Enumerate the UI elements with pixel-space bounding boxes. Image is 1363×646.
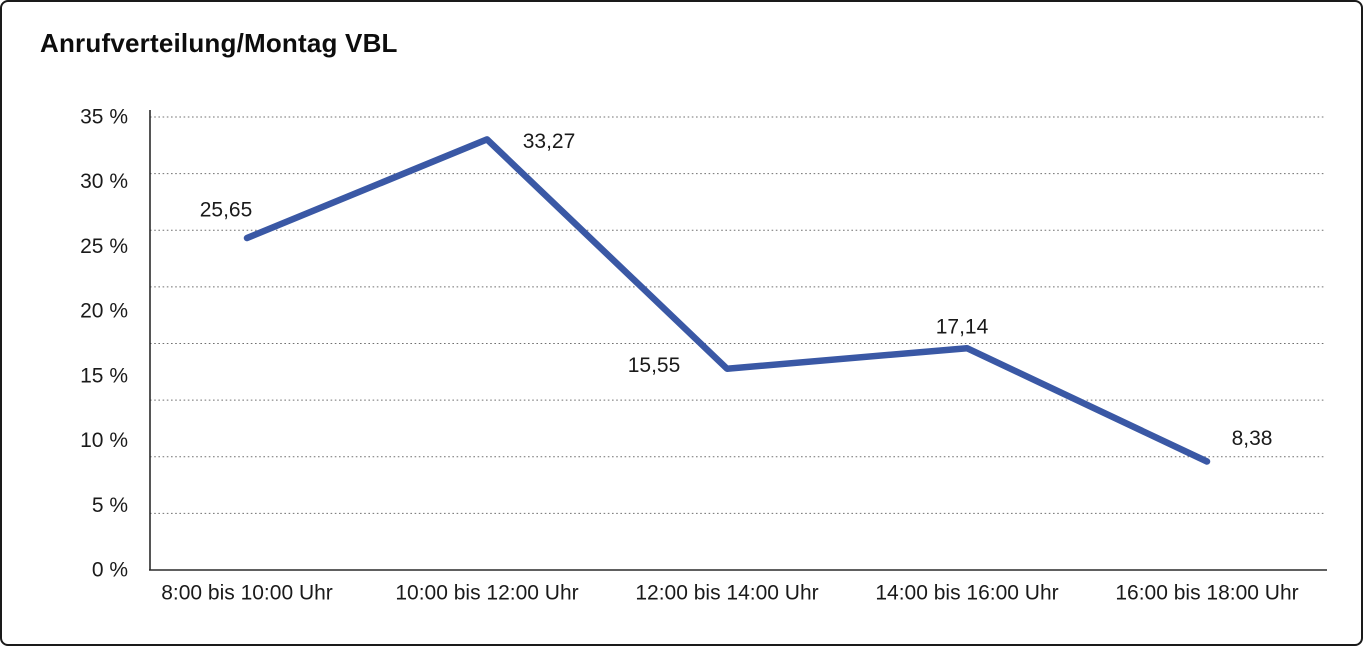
y-tick-label: 20 % (80, 300, 128, 323)
y-tick-label: 5 % (92, 494, 128, 517)
y-tick-label: 35 % (80, 106, 128, 129)
value-label: 17,14 (936, 316, 989, 339)
y-tick-label: 30 % (80, 170, 128, 193)
y-tick-label: 15 % (80, 364, 128, 387)
value-label: 8,38 (1232, 427, 1273, 450)
data-line (243, 136, 1211, 465)
value-label: 33,27 (523, 130, 576, 153)
y-tick-label: 25 % (80, 235, 128, 258)
chart-title: Anrufverteilung/Montag VBL (40, 28, 398, 58)
x-category-label: 16:00 bis 18:00 Uhr (1115, 582, 1298, 605)
value-label: 15,55 (628, 354, 681, 377)
value-label: 25,65 (200, 199, 253, 222)
x-category-label: 14:00 bis 16:00 Uhr (875, 582, 1058, 605)
y-tick-label: 10 % (80, 429, 128, 452)
x-category-label: 10:00 bis 12:00 Uhr (395, 582, 578, 605)
y-tick-label: 0 % (92, 559, 128, 582)
x-category-label: 12:00 bis 14:00 Uhr (635, 582, 818, 605)
x-category-label: 8:00 bis 10:00 Uhr (161, 582, 333, 605)
